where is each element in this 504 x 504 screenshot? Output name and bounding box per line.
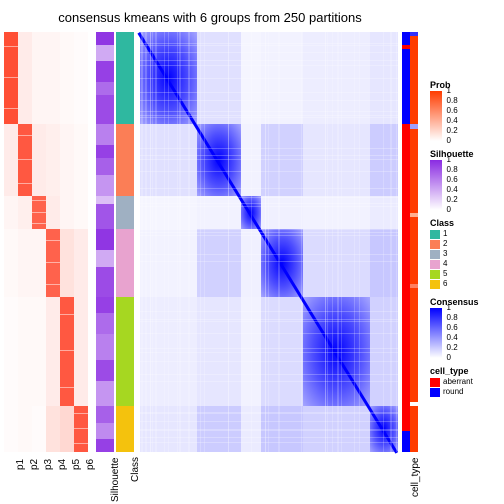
consensus-gradient [430, 308, 442, 358]
class-swatch-4: 4 [430, 259, 502, 269]
legend-prob: Prob 10.80.60.40.20 [430, 80, 502, 141]
legend-area: Prob 10.80.60.40.20 Silhouette 10.80.60.… [430, 80, 502, 405]
legend-cell-type: cell_type aberrantround [430, 366, 502, 397]
legend-consensus: Consensus 10.80.60.40.20 [430, 297, 502, 358]
class-swatch-6: 6 [430, 279, 502, 289]
class-swatch-2: 2 [430, 239, 502, 249]
silhouette-column [96, 32, 114, 452]
partition-col-p3 [32, 32, 46, 452]
partition-col-p1 [4, 32, 18, 452]
partition-col-p4 [46, 32, 60, 452]
class-swatch-3: 3 [430, 249, 502, 259]
plot-title: consensus kmeans with 6 groups from 250 … [0, 10, 420, 25]
class-column [116, 32, 134, 452]
legend-class: Class 123456 [430, 218, 502, 289]
partition-col-p5 [60, 32, 74, 452]
plot-area: p1p2p3p4p5p6SilhouetteClasscell_type [4, 32, 424, 472]
celltype-swatch-aberrant: aberrant [430, 377, 502, 387]
prob-gradient [430, 91, 442, 141]
consensus-heatmap [140, 32, 398, 452]
class-swatch-1: 1 [430, 229, 502, 239]
class-swatch-5: 5 [430, 269, 502, 279]
partition-col-p2 [18, 32, 32, 452]
legend-silhouette: Silhouette 10.80.60.40.20 [430, 149, 502, 210]
silhouette-gradient [430, 160, 442, 210]
partition-col-p6 [74, 32, 88, 452]
celltype-swatch-round: round [430, 387, 502, 397]
